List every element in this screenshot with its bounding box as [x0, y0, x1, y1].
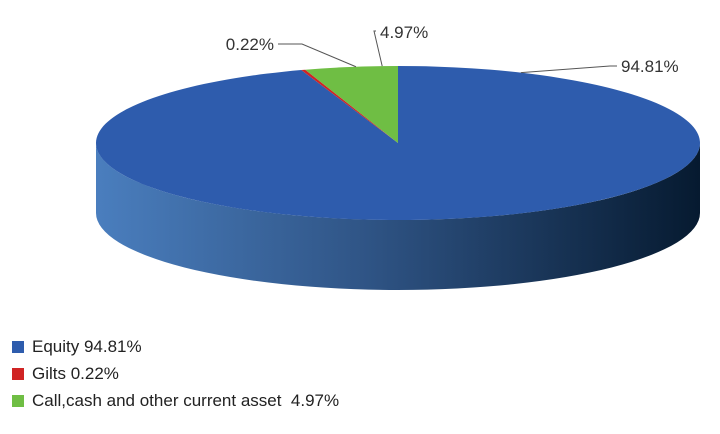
leader-line-call	[373, 30, 383, 67]
pie-side	[96, 143, 700, 290]
slice-label-gilts: 0.22%	[226, 35, 274, 54]
pie-slice-equity	[95, 66, 701, 221]
pie-slice-call	[305, 66, 398, 143]
legend-swatch-cash	[12, 394, 24, 407]
legend-item-cash: Call,cash and other current asset 4.97%	[12, 387, 339, 414]
legend-item-gilts: Gilts 0.22%	[12, 360, 339, 387]
legend-label-gilts: Gilts 0.22%	[32, 363, 119, 383]
slice-label-call: 4.97%	[380, 23, 428, 42]
pie-chart: 94.81% 0.22% 4.97%	[95, 23, 701, 290]
legend-label-cash: Call,cash and other current asset 4.97%	[32, 390, 340, 410]
pie-side-wall	[96, 143, 700, 290]
legend-swatch-gilts	[12, 367, 24, 380]
legend: Equity 94.81% Gilts 0.22% Call,cash and …	[12, 333, 339, 414]
leader-line-gilts	[278, 43, 357, 68]
pie-labels: 94.81% 0.22% 4.97%	[226, 23, 679, 76]
slice-label-equity: 94.81%	[621, 57, 679, 76]
pie-slice-gilts	[301, 69, 398, 143]
legend-swatch-equity	[12, 340, 24, 353]
legend-item-equity: Equity 94.81%	[12, 333, 339, 360]
pie-top	[95, 66, 701, 221]
legend-label-equity: Equity 94.81%	[32, 336, 142, 356]
leader-line-equity	[520, 65, 617, 74]
